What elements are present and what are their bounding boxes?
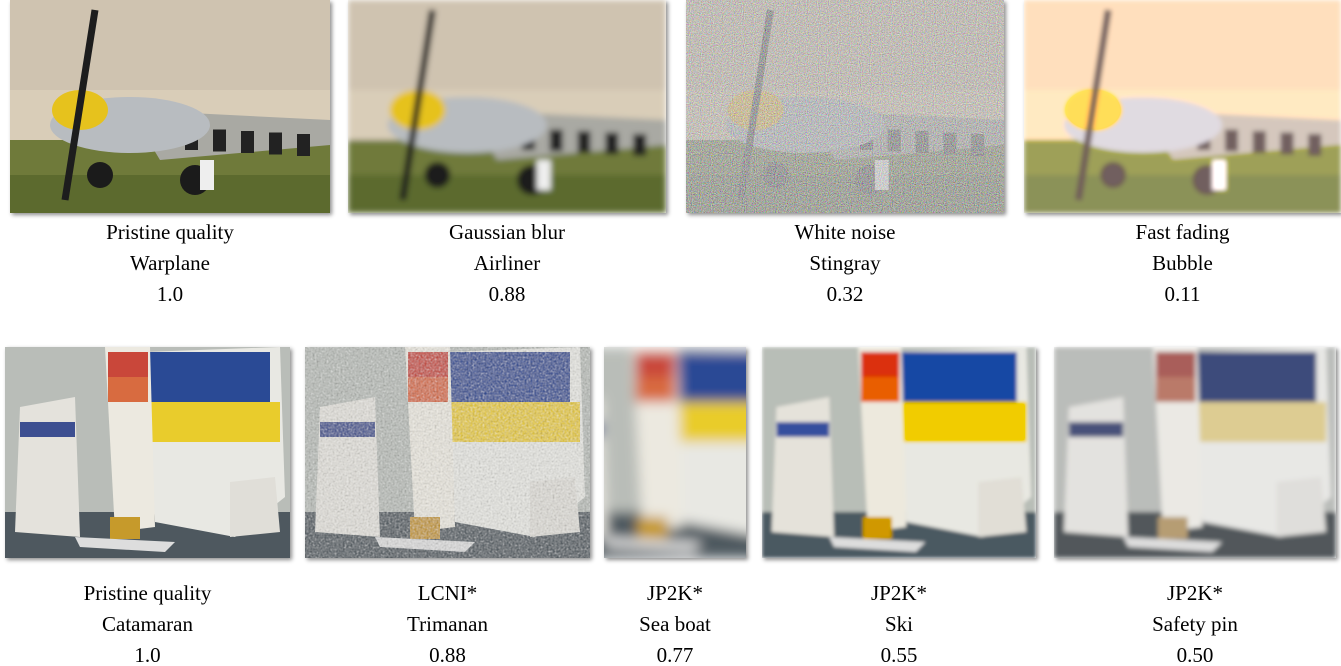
sample-image <box>604 347 746 558</box>
sample-image <box>5 347 290 558</box>
sample-image <box>686 0 1004 213</box>
score: 0.11 <box>984 279 1341 310</box>
sample-image <box>1054 347 1336 558</box>
label: Bubble <box>984 248 1341 279</box>
sample-image <box>10 0 330 213</box>
distortion: Fast fading <box>984 217 1341 248</box>
sample-image <box>762 347 1036 558</box>
figure: Pristine qualityWarplane1.0Gaussian blur… <box>0 0 1341 666</box>
label: Safety pin <box>1014 609 1341 640</box>
distortion: JP2K* <box>1014 578 1341 609</box>
sample-image <box>305 347 590 558</box>
score: 0.50 <box>1014 640 1341 666</box>
sample-image <box>348 0 666 213</box>
sample-image <box>1024 0 1341 213</box>
